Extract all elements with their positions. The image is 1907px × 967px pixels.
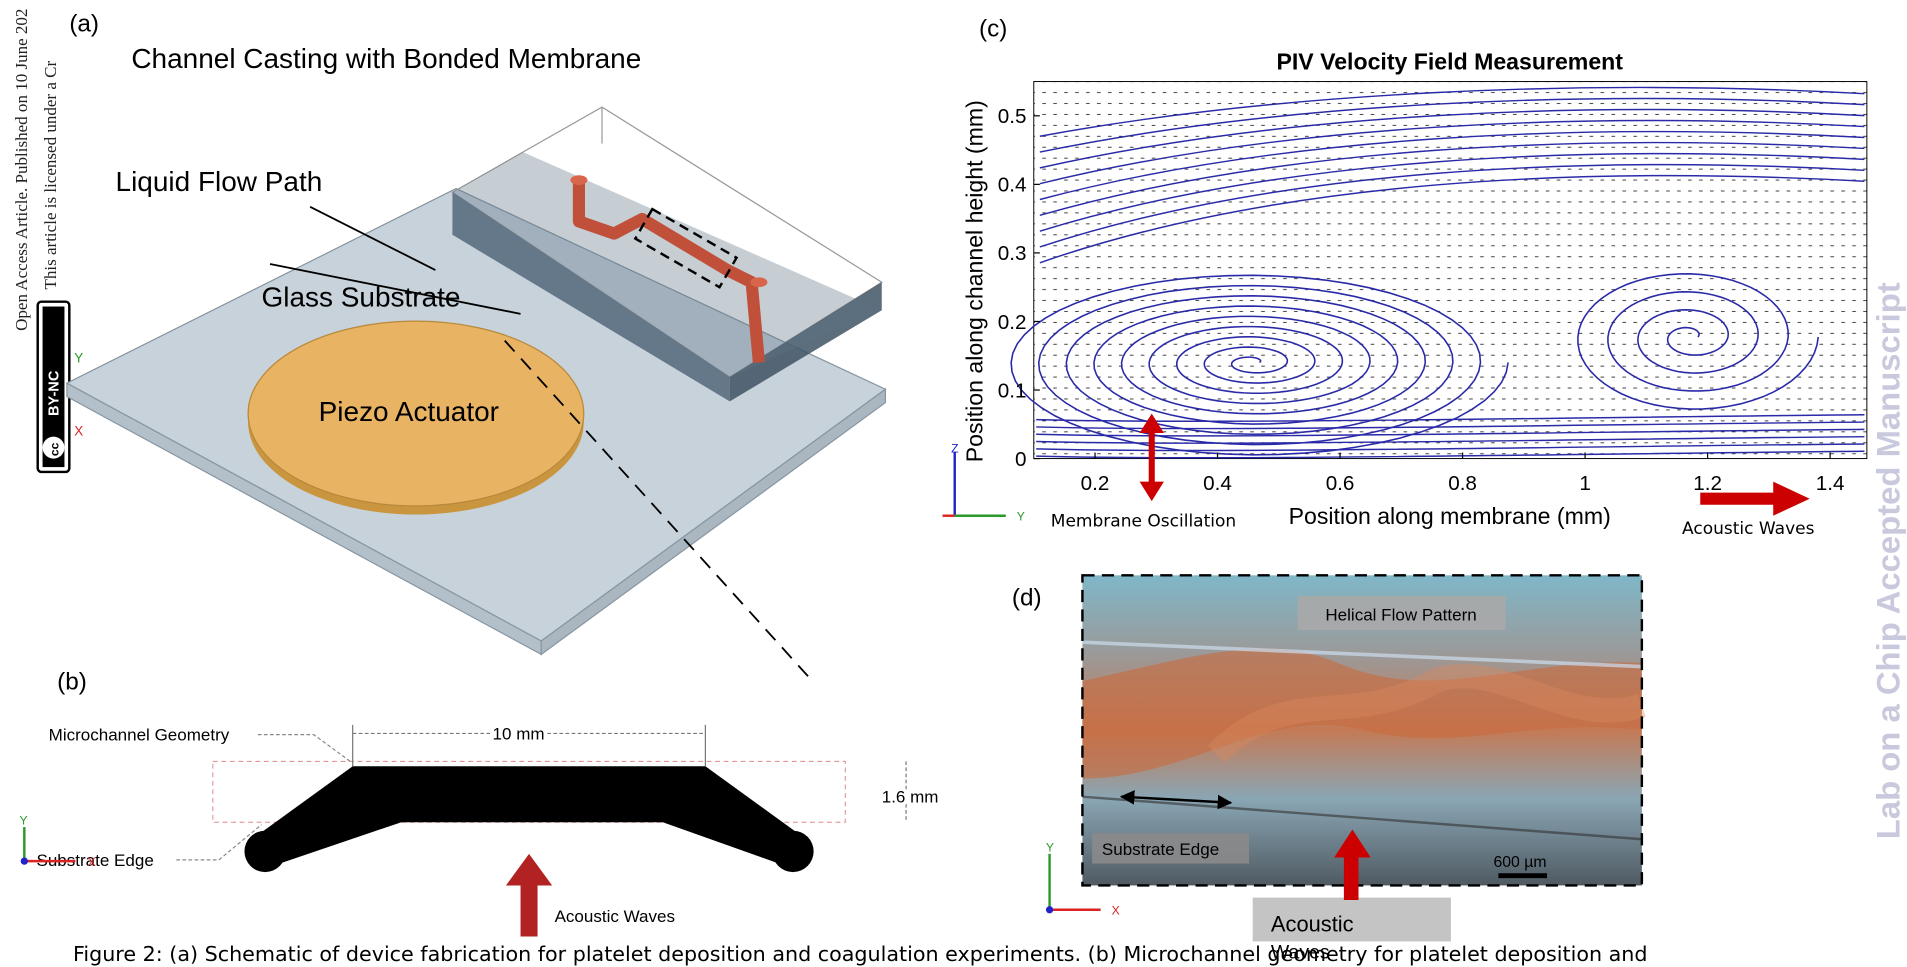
axis-letter: Y — [19, 814, 27, 828]
axis-letter: Y — [74, 350, 83, 365]
x-tick-label: 0.6 — [1326, 472, 1355, 495]
annotation: Acoustic Waves — [555, 907, 675, 926]
panel-label: (b) — [57, 669, 87, 696]
annotation: Microchannel Geometry — [49, 726, 230, 745]
y-tick-label: 0.3 — [998, 242, 1027, 265]
figure: Open Access Article. Published on 10 Jun… — [0, 0, 1907, 967]
axis-letter: Z — [951, 441, 959, 455]
axis-letter: X — [88, 855, 96, 869]
y-tick-label: 0.2 — [998, 311, 1027, 334]
caption: Figure 2: (a) Schematic of device fabric… — [73, 942, 1648, 966]
annotation: Acoustic Waves — [1682, 519, 1815, 539]
x-tick-label: 0.8 — [1448, 472, 1477, 495]
panel-label: (d) — [1012, 585, 1042, 612]
annotation: Helical Flow Pattern — [1325, 605, 1476, 624]
y-tick-label: 0.4 — [998, 174, 1027, 197]
y-axis-label: Position along channel height (mm) — [962, 100, 988, 462]
x-tick-label: 1 — [1579, 472, 1591, 495]
x-tick-label: 1.4 — [1816, 472, 1845, 495]
x-axis-label: Position along membrane (mm) — [1289, 503, 1611, 529]
watermark: Lab on a Chip Accepted Manuscript — [1870, 282, 1907, 839]
axis-letter: Y — [1046, 840, 1054, 854]
badge-icon: cc — [47, 442, 61, 456]
annotation: Glass Substrate — [261, 282, 460, 313]
x-tick-label: 0.4 — [1203, 472, 1232, 495]
panel-label: (c) — [979, 16, 1007, 43]
side-note: Open Access Article. Published on 10 Jun… — [12, 9, 60, 331]
axis-letter: X — [1112, 904, 1120, 918]
page: { "side_note": ["Open Access Article. Pu… — [0, 0, 1907, 967]
dimension: 1.6 mm — [882, 788, 939, 807]
panel-c: (c) PIV Velocity Field Measurement Posit… — [943, 16, 1867, 539]
x-tick-label: 0.2 — [1081, 472, 1110, 495]
annotation: Piezo Actuator — [319, 396, 499, 427]
panel-d: (d) Helical Flow Pattern Substrate Edge … — [1012, 575, 1642, 963]
x-tick-label: 1.2 — [1693, 472, 1722, 495]
annotation: Substrate Edge — [1102, 840, 1219, 859]
annotation: Liquid Flow Path — [116, 166, 323, 197]
y-tick-label: 0.5 — [998, 105, 1027, 128]
y-tick-label: 0.1 — [998, 379, 1027, 402]
license-badge: BY-NC cc — [38, 302, 70, 472]
axis-letter: X — [74, 423, 83, 438]
panel-b: (b) 10 mm 10 mm 1.6 mm 1.6 mm Microchann… — [19, 669, 938, 937]
annotation: Acoustic — [1271, 912, 1354, 937]
side-note-line: Open Access Article. Published on 10 Jun… — [12, 9, 31, 331]
side-note-line: This article is licensed under a Cr — [41, 60, 60, 289]
dimension: 10 mm — [493, 725, 545, 744]
panel-label: (a) — [69, 11, 99, 38]
badge-text: BY-NC — [46, 370, 62, 416]
panel-a: (a) Channel Casting with Bonded Membrane… — [67, 11, 886, 681]
annotation: Membrane Oscillation — [1051, 512, 1236, 532]
y-tick-label: 0 — [1015, 448, 1027, 471]
scale-bar-label: 600 µm — [1493, 854, 1546, 871]
axis-letter: Y — [1017, 510, 1025, 524]
plot-title: PIV Velocity Field Measurement — [1276, 48, 1623, 74]
panel-title: Channel Casting with Bonded Membrane — [131, 43, 641, 74]
